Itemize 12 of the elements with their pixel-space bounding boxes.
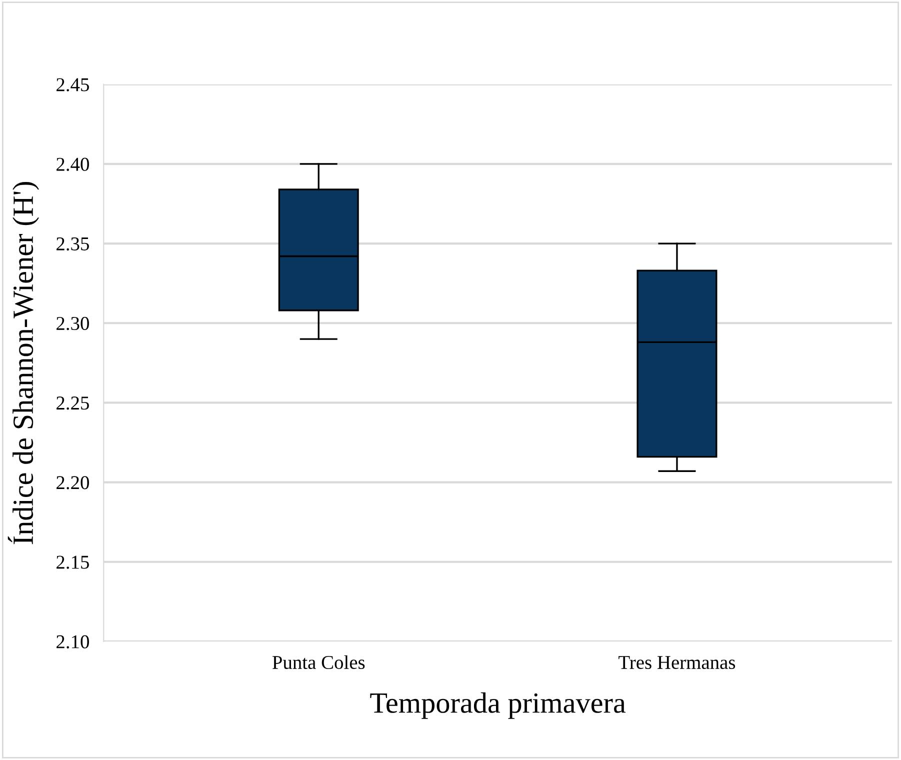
y-axis-title: Índice de Shannon-Wiener (H')	[8, 182, 40, 544]
y-tick-label: 2.25	[56, 396, 89, 410]
x-tick-label: Tres Hermanas	[618, 656, 736, 670]
y-tick-label: 2.30	[56, 316, 89, 330]
y-tick-label: 2.40	[56, 158, 89, 171]
y-tick-label: 2.15	[56, 556, 89, 569]
y-tick-label: 2.10	[56, 635, 89, 648]
x-tick-label: Punta Coles	[272, 655, 365, 670]
y-tick-label: 2.20	[56, 476, 89, 490]
x-axis-title: Temporada primavera	[370, 692, 626, 719]
y-tick-label: 2.45	[56, 78, 89, 92]
y-tick-label: 2.35	[56, 237, 89, 251]
